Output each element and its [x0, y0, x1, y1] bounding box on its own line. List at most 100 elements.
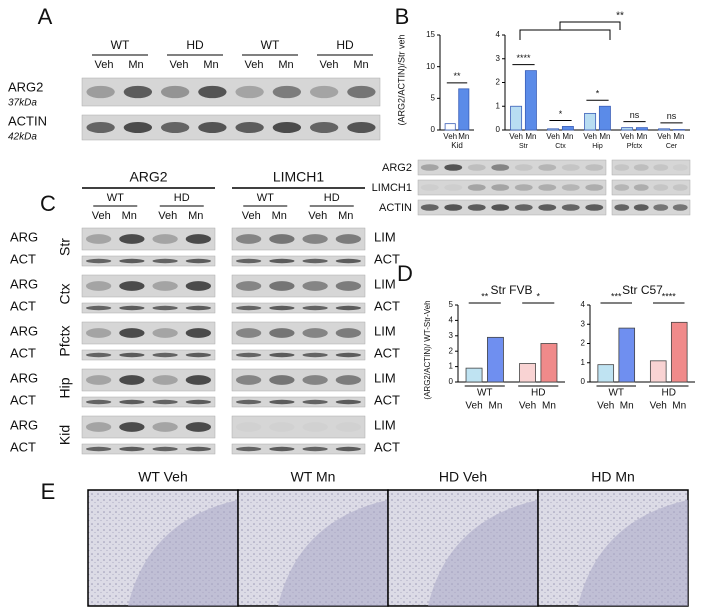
blot-strip: [611, 179, 691, 196]
blot-strip: [231, 255, 366, 267]
blot-strip: [81, 274, 216, 298]
lane-label: Veh: [597, 401, 614, 412]
blot-band: [444, 164, 463, 171]
blot-band: [272, 85, 302, 99]
blot-band: [672, 164, 688, 171]
blot-band: [269, 446, 295, 452]
blot-band: [185, 234, 212, 244]
chart-title: Str FVB: [490, 283, 532, 297]
blot-band: [235, 258, 262, 264]
blot-strip: [417, 199, 607, 216]
lane-label: Mn: [672, 401, 686, 412]
lane-label: Veh: [583, 132, 597, 141]
panel-letter: E: [41, 479, 56, 504]
lane-label: Mn: [338, 210, 353, 222]
bar: [618, 327, 636, 383]
blot-band: [302, 234, 328, 244]
lane-label: Mn: [272, 210, 287, 222]
blot-band: [85, 281, 112, 291]
blot-band: [152, 446, 178, 452]
y-tick-label: 2: [581, 339, 586, 348]
lane-label: Mn: [278, 59, 293, 71]
blot-band: [185, 281, 212, 291]
blot-band: [185, 422, 212, 432]
lane-label: Veh: [465, 401, 482, 412]
blot-strip: [81, 443, 216, 455]
blot-band: [152, 422, 178, 432]
blot-band: [185, 399, 212, 405]
significance: **: [481, 291, 489, 301]
blot-band: [269, 352, 295, 358]
blot-band: [672, 204, 688, 211]
significance: ****: [516, 53, 531, 63]
lane-label: Mn: [636, 132, 647, 141]
row-label: ARG2: [382, 162, 412, 174]
blot-band: [85, 375, 112, 385]
lane-label: Mn: [562, 132, 573, 141]
panel-letter: C: [40, 191, 56, 216]
blot-band: [85, 352, 112, 358]
blot-band: [514, 164, 533, 171]
lane-label: Mn: [458, 132, 469, 141]
x-tick-label: Hip: [592, 143, 603, 150]
lane-label: Veh: [158, 210, 177, 222]
row-label: ACT: [10, 345, 36, 360]
blot-band: [235, 122, 264, 133]
row-label: ACT: [374, 439, 400, 454]
tissue-label: Kid: [57, 425, 73, 445]
blot-band: [491, 204, 510, 211]
blot-band: [302, 281, 328, 291]
row-label: LIM: [374, 229, 396, 244]
lane-label: Veh: [620, 132, 634, 141]
row-label: ARG: [10, 417, 38, 432]
blot-band: [302, 305, 328, 311]
row-label: ACTIN: [8, 113, 47, 128]
blot-band: [152, 258, 178, 264]
blot-band: [561, 184, 580, 191]
blot-band: [85, 446, 112, 452]
y-tick-label: 3: [581, 319, 586, 328]
row-label: ACT: [10, 251, 36, 266]
lane-label: Veh: [443, 132, 457, 141]
column-header: LIMCH1: [273, 169, 325, 185]
blot-strip: [611, 199, 691, 216]
blot-band: [335, 281, 362, 291]
blot-strip: [231, 321, 366, 345]
blot-band: [514, 184, 533, 191]
blot-band: [467, 164, 486, 171]
bar: [598, 105, 611, 131]
blot-band: [633, 204, 649, 211]
tissue-region: [128, 500, 238, 606]
significance: *: [536, 291, 540, 301]
blot-band: [185, 446, 212, 452]
bar: [561, 126, 574, 131]
size-label: 42kDa: [8, 132, 37, 143]
blot-band: [185, 328, 212, 338]
blot-band: [269, 328, 295, 338]
blot-band: [269, 305, 295, 311]
blot-band: [302, 446, 328, 452]
row-label: ACT: [10, 439, 36, 454]
bar: [540, 343, 558, 383]
lane-label: Mn: [542, 401, 556, 412]
y-tick-label: 1: [449, 362, 454, 371]
y-tick-label: 2: [449, 346, 454, 355]
blot-band: [119, 305, 145, 311]
blot-band: [236, 422, 261, 432]
tissue-label: Ctx: [57, 284, 73, 305]
lane-label: Mn: [203, 59, 218, 71]
blot-band: [235, 85, 264, 99]
blot-band: [119, 258, 145, 264]
bar: [621, 127, 634, 131]
tissue-region: [578, 500, 688, 606]
x-tick-label: WT: [477, 388, 493, 399]
lane-label: Veh: [170, 59, 189, 71]
blot-band: [585, 184, 604, 191]
blot-strip: [231, 443, 366, 455]
lane-label: Veh: [242, 210, 261, 222]
blot-band: [85, 234, 112, 244]
x-tick-label: HD: [662, 388, 676, 399]
blot-band: [123, 122, 153, 133]
image-title: HD Veh: [439, 469, 487, 485]
blot-band: [85, 258, 112, 264]
